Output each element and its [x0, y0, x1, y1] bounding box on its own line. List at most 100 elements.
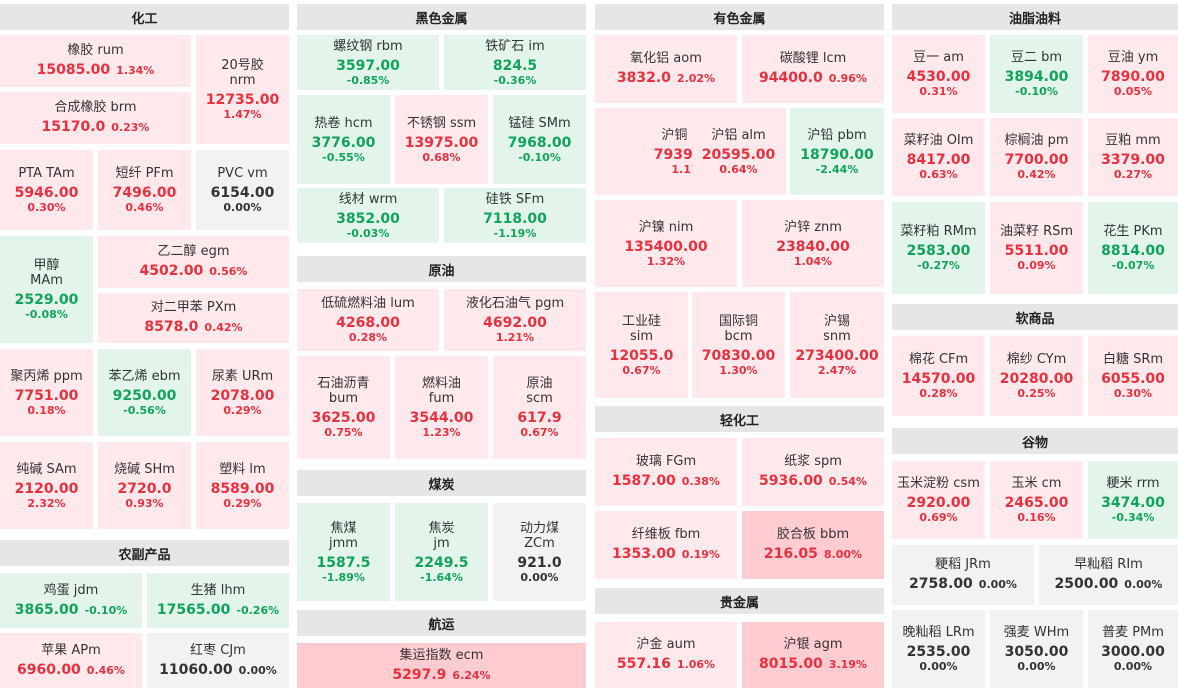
commodity-tile[interactable]: 菜籽粕 RMm 2583.00 -0.27% — [892, 202, 985, 294]
commodity-tile[interactable]: 红枣 CJm 11060.00 0.00% — [147, 633, 289, 688]
commodity-tile[interactable]: 聚丙烯 ppm 7751.00 0.18% — [0, 349, 93, 436]
commodity-tile[interactable]: 豆油 ym 7890.00 0.05% — [1088, 35, 1178, 113]
commodity-tile[interactable]: 石油沥青 bum 3625.00 0.75% — [297, 356, 390, 459]
commodity-tile[interactable]: 纯碱 SAm 2120.00 2.32% — [0, 442, 93, 529]
commodity-tile[interactable]: 纤维板 fbm 1353.00 0.19% — [595, 511, 737, 579]
commodity-name: 甲醇 MAm — [30, 258, 63, 288]
price-value: 6154.00 — [210, 185, 275, 201]
commodity-name: 棉纱 CYm — [1006, 352, 1067, 367]
commodity-code: scm — [526, 391, 553, 406]
commodity-tile[interactable]: 短纤 PFm 7496.00 0.46% — [98, 150, 191, 230]
change-percent: -0.07% — [1111, 259, 1155, 272]
commodity-tile[interactable]: 20号胶 nrm 12735.00 1.47% — [196, 35, 289, 144]
commodity-tile[interactable]: 豆粕 mm 3379.00 0.27% — [1088, 118, 1178, 196]
commodity-tile[interactable]: 棕榈油 pm 7700.00 0.42% — [990, 118, 1083, 196]
commodity-tile[interactable]: 甲醇 MAm 2529.00 -0.08% — [0, 236, 93, 343]
commodity-tile[interactable]: 氧化铝 aom 3832.0 2.02% — [595, 35, 737, 103]
commodity-tile[interactable]: 沪银 agm 8015.00 3.19% — [742, 622, 884, 688]
commodity-tile[interactable]: 菜籽油 OIm 8417.00 0.63% — [892, 118, 985, 196]
price-value: 70830.00 — [701, 347, 776, 364]
commodity-tile[interactable]: 低硫燃料油 lum 4268.00 0.28% — [297, 289, 439, 351]
commodity-tile[interactable]: 不锈钢 ssm 13975.00 0.68% — [395, 95, 488, 184]
commodity-tile[interactable]: 苯乙烯 ebm 9250.00 -0.56% — [98, 349, 191, 436]
price-value: 8578.0 — [144, 319, 199, 335]
commodity-tile[interactable]: 烧碱 SHm 2720.0 0.93% — [98, 442, 191, 529]
price-value: 5297.9 — [392, 666, 447, 683]
commodity-tile[interactable]: 普麦 PMm 3000.00 0.00% — [1088, 610, 1178, 688]
quote-row: 2465.00 0.16% — [1005, 494, 1069, 524]
price-value: 3865.00 — [14, 601, 79, 618]
commodity-tile[interactable]: 纸浆 spm 5936.00 0.54% — [742, 438, 884, 506]
commodity-tile[interactable]: 粳稻 JRm 2758.00 0.00% — [892, 545, 1034, 605]
commodity-tile[interactable]: 沪铅 pbm 18790.00 -2.44% — [790, 108, 884, 195]
commodity-tile[interactable]: 铁矿石 im 824.5 -0.36% — [444, 35, 586, 90]
commodity-tile[interactable]: 早籼稻 RIm 2500.00 0.00% — [1039, 545, 1178, 605]
commodity-tile[interactable]: 塑料 lm 8589.00 0.29% — [196, 442, 289, 529]
commodity-tile[interactable]: 对二甲苯 PXm 8578.0 0.42% — [98, 293, 289, 343]
commodity-tile[interactable]: 国际铜 bcm 70830.00 1.30% — [692, 292, 785, 398]
price-value: 9250.00 — [112, 387, 177, 404]
commodity-tile[interactable]: 沪镍 nim 135400.00 1.32% — [595, 200, 737, 287]
change-percent: 0.67% — [622, 363, 661, 377]
price-value: 5511.00 — [1004, 243, 1069, 259]
commodity-tile[interactable]: 乙二醇 egm 4502.00 0.56% — [98, 236, 289, 288]
commodity-tile[interactable]: 玉米淀粉 csm 2920.00 0.69% — [892, 461, 985, 539]
commodity-tile[interactable]: 燃料油 fum 3544.00 1.23% — [395, 356, 488, 459]
commodity-tile[interactable]: 沪铝 alm 20595.00 0.64% — [692, 108, 785, 195]
commodity-tile[interactable]: 苹果 APm 6960.00 0.46% — [0, 633, 142, 688]
commodity-tile[interactable]: 鸡蛋 jdm 3865.00 -0.10% — [0, 573, 142, 628]
quote-row: 13975.00 0.68% — [405, 134, 479, 164]
quote-row: 1353.00 0.19% — [612, 545, 720, 563]
commodity-tile[interactable]: 白糖 SRm 6055.00 0.30% — [1088, 336, 1178, 416]
commodity-tile[interactable]: 棉花 CFm 14570.00 0.28% — [892, 336, 985, 416]
commodity-tile[interactable]: 碳酸锂 lcm 94400.0 0.96% — [742, 35, 884, 103]
price-value: 2120.00 — [14, 480, 79, 497]
commodity-tile[interactable]: 棉纱 CYm 20280.00 0.25% — [990, 336, 1083, 416]
quote-row: 2758.00 0.00% — [909, 575, 1017, 593]
commodity-tile[interactable]: PVC vm 6154.00 0.00% — [196, 150, 289, 230]
commodity-tile[interactable]: 玉米 cm 2465.00 0.16% — [990, 461, 1083, 539]
commodity-tile[interactable]: PTA TAm 5946.00 0.30% — [0, 150, 93, 230]
commodity-tile[interactable]: 玻璃 FGm 1587.00 0.38% — [595, 438, 737, 506]
change-percent: -0.10% — [84, 603, 128, 617]
commodity-tile[interactable]: 硅铁 SFm 7118.00 -1.19% — [444, 188, 586, 243]
price-value: 7700.00 — [1004, 152, 1069, 168]
commodity-tile[interactable]: 沪锌 znm 23840.00 1.04% — [742, 200, 884, 287]
change-percent: 1.06% — [676, 658, 716, 671]
commodity-tile[interactable]: 原油 scm 617.9 0.67% — [493, 356, 586, 459]
commodity-tile[interactable]: 线材 wrm 3852.00 -0.03% — [297, 188, 439, 243]
commodity-tile[interactable]: 锰硅 SMm 7968.00 -0.10% — [493, 95, 586, 184]
commodity-tile[interactable]: 工业硅 sim 12055.0 0.67% — [595, 292, 688, 398]
commodity-tile[interactable]: 焦炭 jm 2249.5 -1.64% — [395, 503, 488, 601]
commodity-tile[interactable]: 花生 PKm 8814.00 -0.07% — [1088, 202, 1178, 294]
price-value: 3832.0 — [616, 70, 671, 86]
commodity-tile[interactable]: 油菜籽 RSm 5511.00 0.09% — [990, 202, 1083, 294]
change-percent: 0.19% — [681, 548, 720, 561]
commodity-tile[interactable]: 液化石油气 pgm 4692.00 1.21% — [444, 289, 586, 351]
commodity-tile[interactable]: 豆一 am 4530.00 0.31% — [892, 35, 985, 113]
commodity-tile[interactable]: 动力煤 ZCm 921.0 0.00% — [493, 503, 586, 601]
commodity-name: 橡胶 rum — [67, 43, 124, 58]
quote-row: 3832.0 2.02% — [617, 69, 715, 87]
commodity-tile[interactable]: 尿素 URm 2078.00 0.29% — [196, 349, 289, 436]
commodity-tile[interactable]: 生猪 lhm 17565.00 -0.26% — [147, 573, 289, 628]
commodity-name: 短纤 PFm — [115, 166, 174, 181]
commodity-tile[interactable]: 沪锡 snm 273400.00 2.47% — [790, 292, 884, 398]
commodity-tile[interactable]: 集运指数 ecm 5297.9 6.24% — [297, 643, 586, 688]
quote-row: 18790.00 -2.44% — [800, 146, 874, 176]
commodity-tile[interactable]: 粳米 rrm 3474.00 -0.34% — [1088, 461, 1178, 539]
commodity-tile[interactable]: 沪金 aum 557.16 1.06% — [595, 622, 737, 688]
commodity-name-cn: 焦煤 — [330, 520, 357, 536]
commodity-tile[interactable]: 豆二 bm 3894.00 -0.10% — [990, 35, 1083, 113]
commodity-tile[interactable]: 热卷 hcm 3776.00 -0.55% — [297, 95, 390, 184]
commodity-tile[interactable]: 焦煤 jmm 1587.5 -1.89% — [297, 503, 390, 601]
section-header-nonferrous: 有色金属 — [595, 4, 884, 30]
commodity-tile[interactable]: 胶合板 bbm 216.05 8.00% — [742, 511, 884, 579]
commodity-tile[interactable]: 合成橡胶 brm 15170.0 0.23% — [0, 92, 191, 144]
commodity-tile[interactable]: 晚籼稻 LRm 2535.00 0.00% — [892, 610, 985, 688]
commodity-tile[interactable]: 螺纹钢 rbm 3597.00 -0.85% — [297, 35, 439, 90]
price-value: 6055.00 — [1101, 371, 1165, 387]
commodity-tile[interactable]: 橡胶 rum 15085.00 1.34% — [0, 35, 191, 87]
price-value: 3625.00 — [311, 410, 376, 426]
commodity-tile[interactable]: 强麦 WHm 3050.00 0.00% — [990, 610, 1083, 688]
